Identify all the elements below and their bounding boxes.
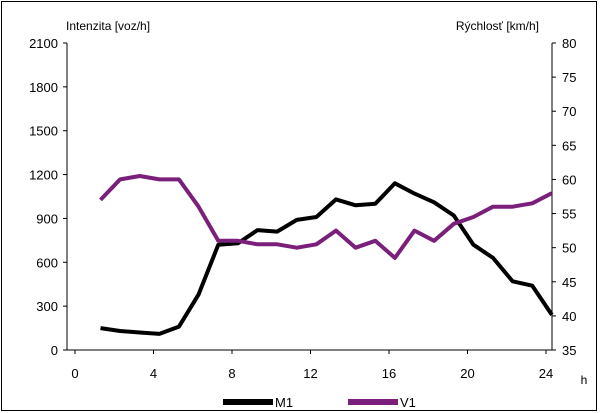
series-line-m1 [100, 181, 554, 336]
x-axis-title: h [581, 373, 588, 387]
y-right-axis-title: Rýchlosť [km/h] [456, 19, 539, 33]
legend: M1 V1 [223, 395, 416, 410]
y-left-axis-title: Intenzita [voz/h] [66, 19, 150, 33]
x-tick-label: 12 [303, 366, 317, 381]
y-right-tick-label: 80 [562, 36, 576, 51]
legend-label-v1: V1 [400, 395, 416, 410]
x-tick-label: 16 [382, 366, 396, 381]
x-tick-label: 20 [460, 366, 474, 381]
y-right-tick-label: 35 [562, 343, 576, 358]
y-right-tick-label: 40 [562, 309, 576, 324]
series-line-v1 [99, 174, 553, 260]
y-left-tick-label: 1500 [29, 124, 58, 139]
x-tick-label: 0 [71, 366, 78, 381]
series-layer [99, 174, 554, 336]
y-left-tick-label: 1800 [29, 80, 58, 95]
legend-label-m1: M1 [275, 395, 293, 410]
y-right-tick-label: 60 [562, 172, 576, 187]
y-right-tick-label: 50 [562, 241, 576, 256]
x-tick-label: 4 [150, 366, 157, 381]
y-left-tick-label: 1200 [29, 168, 58, 183]
y-right-tick-label: 55 [562, 207, 576, 222]
y-right-tick-label: 45 [562, 275, 576, 290]
y-left-tick-label: 0 [51, 343, 58, 358]
x-tick-label: 24 [539, 366, 553, 381]
y-left-tick-label: 2100 [29, 36, 58, 51]
y-left-tick-label: 600 [36, 255, 58, 270]
y-right-tick-label: 70 [562, 104, 576, 119]
y-right-tick-label: 75 [562, 70, 576, 85]
ticks: 0300600900120015001800210035404550556065… [29, 36, 576, 381]
y-left-tick-label: 900 [36, 211, 58, 226]
axes [66, 43, 553, 351]
y-left-tick-label: 300 [36, 299, 58, 314]
x-tick-label: 8 [228, 366, 235, 381]
y-right-tick-label: 65 [562, 138, 576, 153]
